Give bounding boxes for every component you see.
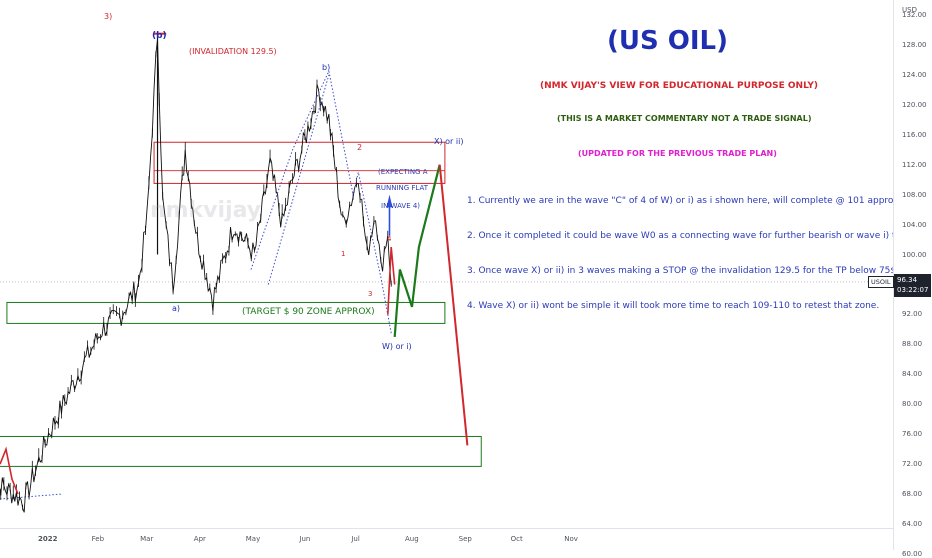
- price-tick: 68.00: [902, 490, 923, 499]
- dotted-wave-0: [250, 69, 392, 334]
- time-tick: Aug: [405, 535, 419, 543]
- expecting-line-1: (EXPECTING A: [378, 168, 428, 176]
- price-tick: 60.00: [902, 550, 923, 558]
- time-tick: May: [245, 535, 261, 543]
- price-tick: 72.00: [902, 460, 923, 469]
- symbol-tag: USOIL: [868, 276, 894, 288]
- time-tick: Oct: [510, 535, 523, 543]
- wave-label-3-paren: 3): [104, 12, 113, 21]
- price-tick: 108.00: [902, 190, 927, 199]
- wave-label-w: W) or i): [382, 342, 412, 351]
- time-tick: Feb: [91, 535, 105, 543]
- up-arrow-head: [386, 194, 393, 208]
- countdown: 03:22:07: [897, 286, 929, 294]
- wave-label-1: 1: [341, 250, 346, 258]
- time-tick: Jun: [299, 535, 311, 543]
- wave-label-b: b): [322, 63, 331, 72]
- currency-label: USD: [902, 6, 917, 14]
- zone-resistance: [153, 141, 446, 184]
- invalidation-label: (INVALIDATION 129.5): [189, 47, 277, 56]
- view-disclaimer: (NMK VIJAY'S VIEW FOR EDUCATIONAL PURPOS…: [540, 81, 819, 91]
- projection-red: [438, 164, 469, 446]
- projection-red-short: [387, 247, 396, 315]
- price-tick: 64.00: [902, 520, 923, 529]
- zone-target-90: [6, 301, 446, 324]
- projection-layer: [250, 69, 469, 446]
- projection-green: [393, 164, 441, 337]
- time-tick: 2022: [38, 535, 58, 543]
- commentary-disclaimer: (THIS IS A MARKET COMMENTARY NOT A TRADE…: [557, 114, 812, 123]
- last-price: 96.34: [897, 276, 918, 284]
- price-tick: 80.00: [902, 400, 923, 409]
- time-tick: Jul: [351, 535, 360, 543]
- price-tick: 104.00: [902, 220, 927, 229]
- wave-label-4: 4: [387, 235, 392, 243]
- note-2: 2. Once it completed it could be wave W0…: [467, 231, 910, 241]
- time-axis[interactable]: 2022 Feb Mar Apr May Jun Jul Aug Sep Oct Nov: [0, 528, 893, 550]
- price-tick: 100.00: [902, 250, 927, 259]
- zones-layer: [0, 32, 482, 467]
- wave-label-b-paren: (b): [152, 31, 167, 41]
- time-tick: Apr: [193, 535, 206, 543]
- price-tick: 76.00: [902, 430, 923, 439]
- note-4: 4. Wave X) or ii) wont be simple it will…: [467, 301, 880, 311]
- zone-target-75: [0, 435, 482, 467]
- red-start-path: [0, 446, 19, 495]
- dotted-wave-1: [267, 74, 330, 285]
- price-tick: 92.00: [902, 310, 923, 319]
- price-tick: 88.00: [902, 340, 923, 349]
- watermark: nmkvijay: [150, 198, 262, 223]
- price-tick: 124.00: [902, 70, 927, 79]
- price-tick: 84.00: [902, 370, 923, 379]
- price-tick: 112.00: [902, 160, 927, 169]
- price-tick: 116.00: [902, 130, 927, 139]
- price-tick: 120.00: [902, 100, 927, 109]
- dotted-trendline: [0, 493, 63, 500]
- wave-label-3: 3: [368, 290, 373, 298]
- updated-note: (UPDATED FOR THE PREVIOUS TRADE PLAN): [578, 149, 777, 158]
- chart-background: [0, 281, 893, 500]
- last-price-tag: 96.34 03:22:07: [894, 274, 931, 297]
- wave-label-2: 2: [357, 143, 363, 152]
- target-label: (TARGET $ 90 ZONE APPROX): [242, 307, 375, 317]
- price-tick: 132.00: [902, 10, 927, 19]
- expecting-line-2: RUNNING FLAT: [376, 184, 429, 192]
- wave-label-x: X) or ii): [434, 137, 464, 146]
- price-line: [0, 39, 392, 513]
- price-tick: 128.00: [902, 40, 927, 49]
- time-tick: Mar: [140, 535, 154, 543]
- chart-title: (US OIL): [607, 26, 728, 56]
- expecting-line-3: IN WAVE 4): [381, 202, 421, 210]
- time-tick: Nov: [564, 535, 578, 543]
- time-tick: Sep: [458, 535, 472, 543]
- note-1: 1. Currently we are in the wave "C" of 4…: [467, 196, 902, 206]
- note-3: 3. Once wave X) or ii) in 3 waves making…: [467, 266, 897, 276]
- wave-label-a: a): [172, 304, 181, 313]
- price-series: [0, 33, 392, 513]
